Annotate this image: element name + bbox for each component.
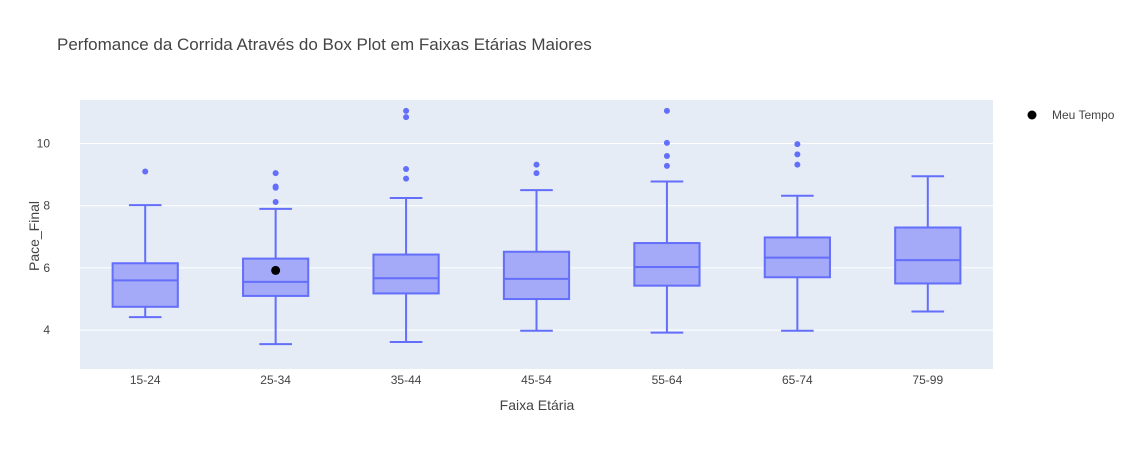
box-15-24 [111, 168, 179, 319]
x-tick-label-35-44: 35-44 [391, 373, 422, 387]
outlier-point-1 [403, 166, 410, 173]
box-iqr [633, 242, 701, 287]
legend-label-meu-tempo[interactable]: Meu Tempo [1052, 108, 1115, 122]
box-iqr [111, 262, 179, 308]
outlier-point-2 [272, 183, 279, 190]
outlier-point-3 [272, 170, 279, 177]
box-25-34 [242, 170, 310, 346]
outlier-point-0 [533, 170, 540, 177]
box-35-44 [372, 107, 440, 343]
outlier-point-0 [663, 162, 670, 169]
x-tick-label-75-99: 75-99 [912, 373, 943, 387]
outlier-point-0 [403, 175, 410, 182]
x-axis-ticks: 15-24 25-34 35-44 45-54 55-64 65-74 75-99 [130, 373, 944, 387]
box-iqr [502, 250, 571, 301]
x-axis-title: Faixa Etária [500, 397, 575, 413]
box-55-64 [633, 107, 701, 334]
outlier-point-3 [403, 107, 410, 114]
x-tick-label-55-64: 55-64 [652, 373, 683, 387]
y-tick-label-6: 6 [43, 261, 50, 275]
box-75-99 [894, 175, 962, 313]
outlier-point-2 [403, 114, 410, 121]
x-tick-label-45-54: 45-54 [521, 373, 552, 387]
x-tick-label-25-34: 25-34 [260, 373, 291, 387]
y-axis-ticks: 4 6 8 10 [37, 137, 51, 338]
meu-tempo-point-0 [271, 265, 281, 275]
box-45-54 [502, 161, 571, 332]
box-iqr [372, 253, 440, 295]
legend[interactable]: Meu Tempo [1027, 108, 1115, 122]
outlier-point-3 [663, 107, 670, 114]
outlier-point-0 [142, 168, 149, 175]
box-iqr [242, 257, 310, 297]
chart-title: Perfomance da Corrida Através do Box Plo… [57, 35, 592, 54]
box-65-74 [763, 141, 831, 332]
outlier-point-0 [272, 199, 279, 206]
marker-series [271, 265, 281, 275]
x-tick-label-15-24: 15-24 [130, 373, 161, 387]
x-tick-label-65-74: 65-74 [782, 373, 813, 387]
outlier-point-1 [794, 151, 801, 158]
y-tick-label-4: 4 [43, 323, 50, 337]
box-iqr [894, 226, 962, 285]
legend-marker-meu-tempo [1027, 110, 1037, 120]
outlier-point-2 [794, 141, 801, 148]
outlier-point-0 [794, 161, 801, 168]
box-series [111, 107, 962, 346]
outlier-point-2 [663, 139, 670, 146]
outlier-point-1 [663, 152, 670, 159]
outlier-point-1 [533, 161, 540, 168]
y-axis-title: Pace_Final [26, 201, 42, 271]
y-tick-label-10: 10 [37, 137, 51, 151]
y-tick-label-8: 8 [43, 199, 50, 213]
